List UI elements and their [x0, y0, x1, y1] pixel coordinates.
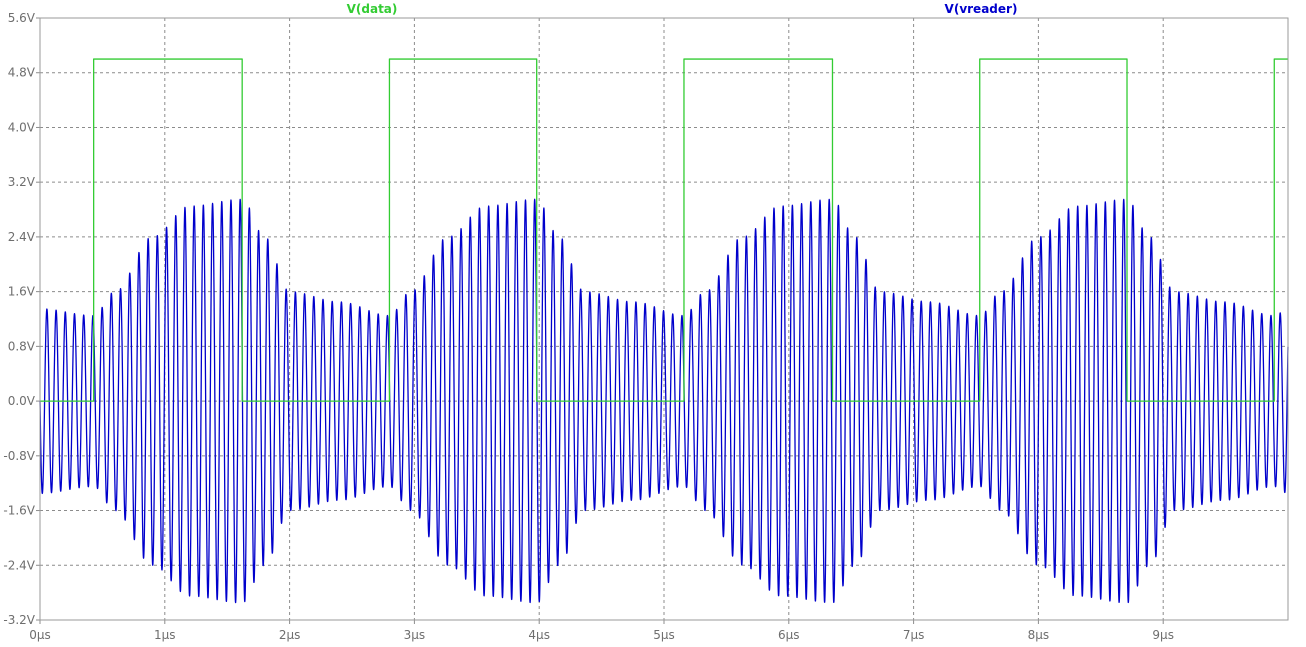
y-tick-label: 4.0V — [8, 120, 36, 134]
x-tick-label: 2µs — [279, 628, 301, 642]
x-tick-label: 7µs — [903, 628, 925, 642]
x-tick-label: 8µs — [1028, 628, 1050, 642]
y-tick-label: 5.6V — [8, 11, 36, 25]
y-tick-label: 4.8V — [8, 66, 36, 80]
x-tick-label: 4µs — [528, 628, 550, 642]
x-tick-label: 0µs — [29, 628, 51, 642]
series-line-v-vreader- — [39, 198, 1289, 604]
y-tick-label: 3.2V — [8, 175, 36, 189]
x-tick-label: 9µs — [1152, 628, 1174, 642]
x-tick-label: 3µs — [404, 628, 426, 642]
x-axis-ticks: 0µs 1µs 2µs 3µs 4µs 5µs 6µs 7µs 8µs 9µs — [29, 620, 1174, 642]
x-tick-label: 6µs — [778, 628, 800, 642]
traces — [39, 58, 1289, 604]
legend-label-v-vreader-: V(vreader) — [945, 2, 1018, 16]
legend-label-v-data-: V(data) — [347, 2, 398, 16]
series-line-v-data- — [40, 58, 1288, 402]
x-tick-label: 1µs — [154, 628, 176, 642]
y-tick-label: -1.6V — [3, 504, 35, 518]
y-tick-label: -3.2V — [3, 613, 35, 627]
y-tick-label: 0.8V — [8, 339, 36, 353]
y-tick-label: 2.4V — [8, 230, 36, 244]
y-tick-label: 1.6V — [8, 285, 36, 299]
y-tick-label: -0.8V — [3, 449, 35, 463]
y-axis-ticks: 5.6V 4.8V 4.0V 3.2V 2.4V 1.6V 0.8V 0.0V -0.8V -1.… — [3, 11, 40, 627]
plot-frame — [39, 17, 1289, 621]
trace-labels: V(data) V(vreader) — [347, 2, 1018, 16]
y-tick-label: 0.0V — [8, 394, 36, 408]
y-tick-label: -2.4V — [3, 558, 35, 572]
x-tick-label: 5µs — [653, 628, 675, 642]
